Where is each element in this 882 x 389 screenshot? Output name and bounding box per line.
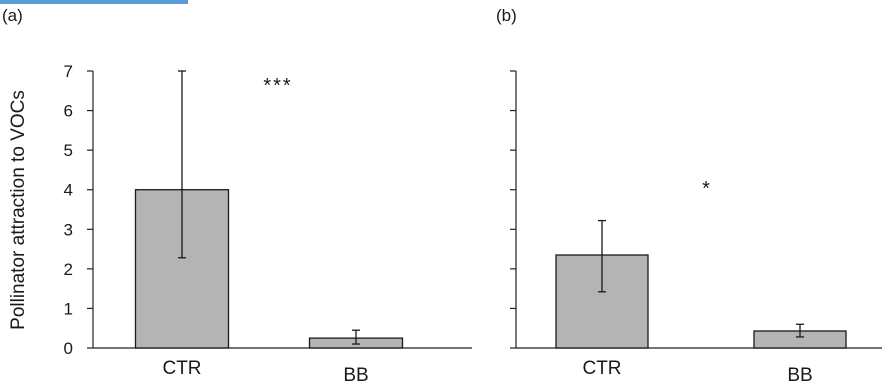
- panel-b-label: (b): [496, 6, 517, 25]
- y-tick-label: 6: [64, 102, 73, 121]
- y-tick-label: 1: [64, 299, 73, 318]
- y-tick-label: 4: [64, 181, 73, 200]
- accent-bar: [0, 0, 188, 4]
- y-tick-label: 5: [64, 141, 73, 160]
- panel-b-significance: *: [702, 178, 712, 200]
- panel-a-label: (a): [2, 6, 23, 25]
- panel-b-category-bb: BB: [787, 365, 812, 386]
- panel-b-category-ctr: CTR: [582, 358, 621, 379]
- y-axis-label: Pollinator attraction to VOCs: [8, 90, 29, 330]
- panel-a-category-bb: BB: [343, 365, 368, 386]
- y-tick-label: 2: [64, 260, 73, 279]
- panel-a-category-ctr: CTR: [162, 358, 201, 379]
- y-tick-label: 0: [64, 339, 73, 358]
- panel-a-significance: ***: [263, 75, 292, 97]
- y-tick-label: 7: [64, 62, 73, 81]
- y-tick-label: 3: [64, 220, 73, 239]
